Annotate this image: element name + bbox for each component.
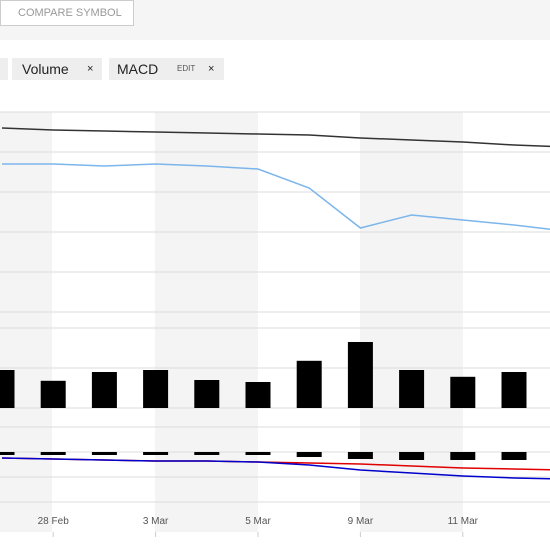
bar bbox=[399, 452, 425, 460]
indicator-tag: MACD EDIT × bbox=[109, 58, 224, 80]
bar bbox=[296, 452, 322, 457]
bar bbox=[450, 452, 476, 460]
bar bbox=[0, 452, 15, 455]
tag-label: MACD bbox=[117, 61, 159, 77]
band bbox=[360, 112, 463, 532]
band bbox=[0, 112, 52, 532]
bar bbox=[194, 452, 220, 455]
bar bbox=[91, 452, 117, 455]
bar bbox=[143, 452, 169, 455]
bar bbox=[194, 380, 220, 408]
bar bbox=[0, 370, 15, 408]
close-button[interactable]: × bbox=[208, 63, 215, 75]
compare-button[interactable]: COMPARE SYMBOL bbox=[0, 0, 134, 26]
bar bbox=[143, 370, 169, 408]
edit-button[interactable]: EDIT bbox=[177, 64, 196, 73]
bar bbox=[245, 452, 271, 455]
indicator-tag: Volume × bbox=[12, 58, 102, 80]
x-tick-label: 5 Mar bbox=[245, 516, 271, 527]
bar bbox=[450, 376, 476, 408]
line bbox=[2, 163, 550, 230]
bar bbox=[501, 372, 527, 408]
x-tick-label: 28 Feb bbox=[38, 516, 70, 527]
bar bbox=[399, 370, 425, 408]
band bbox=[155, 112, 258, 532]
line bbox=[1, 127, 550, 148]
tag-label: Volume bbox=[22, 61, 69, 77]
bar bbox=[347, 342, 373, 408]
bar bbox=[91, 372, 117, 408]
bar bbox=[296, 360, 322, 408]
indicator-tag bbox=[0, 58, 8, 80]
bar bbox=[40, 380, 66, 408]
bar bbox=[347, 452, 373, 459]
bar bbox=[245, 382, 271, 408]
toolbar: COMPARE SYMBOL bbox=[0, 0, 550, 40]
bar bbox=[501, 452, 527, 460]
x-tick-label: 9 Mar bbox=[348, 516, 374, 527]
x-tick-label: 3 Mar bbox=[143, 516, 169, 527]
x-tick-label: 11 Mar bbox=[448, 516, 479, 527]
close-button[interactable]: × bbox=[87, 63, 94, 75]
line bbox=[1, 457, 550, 480]
bar bbox=[40, 452, 66, 455]
